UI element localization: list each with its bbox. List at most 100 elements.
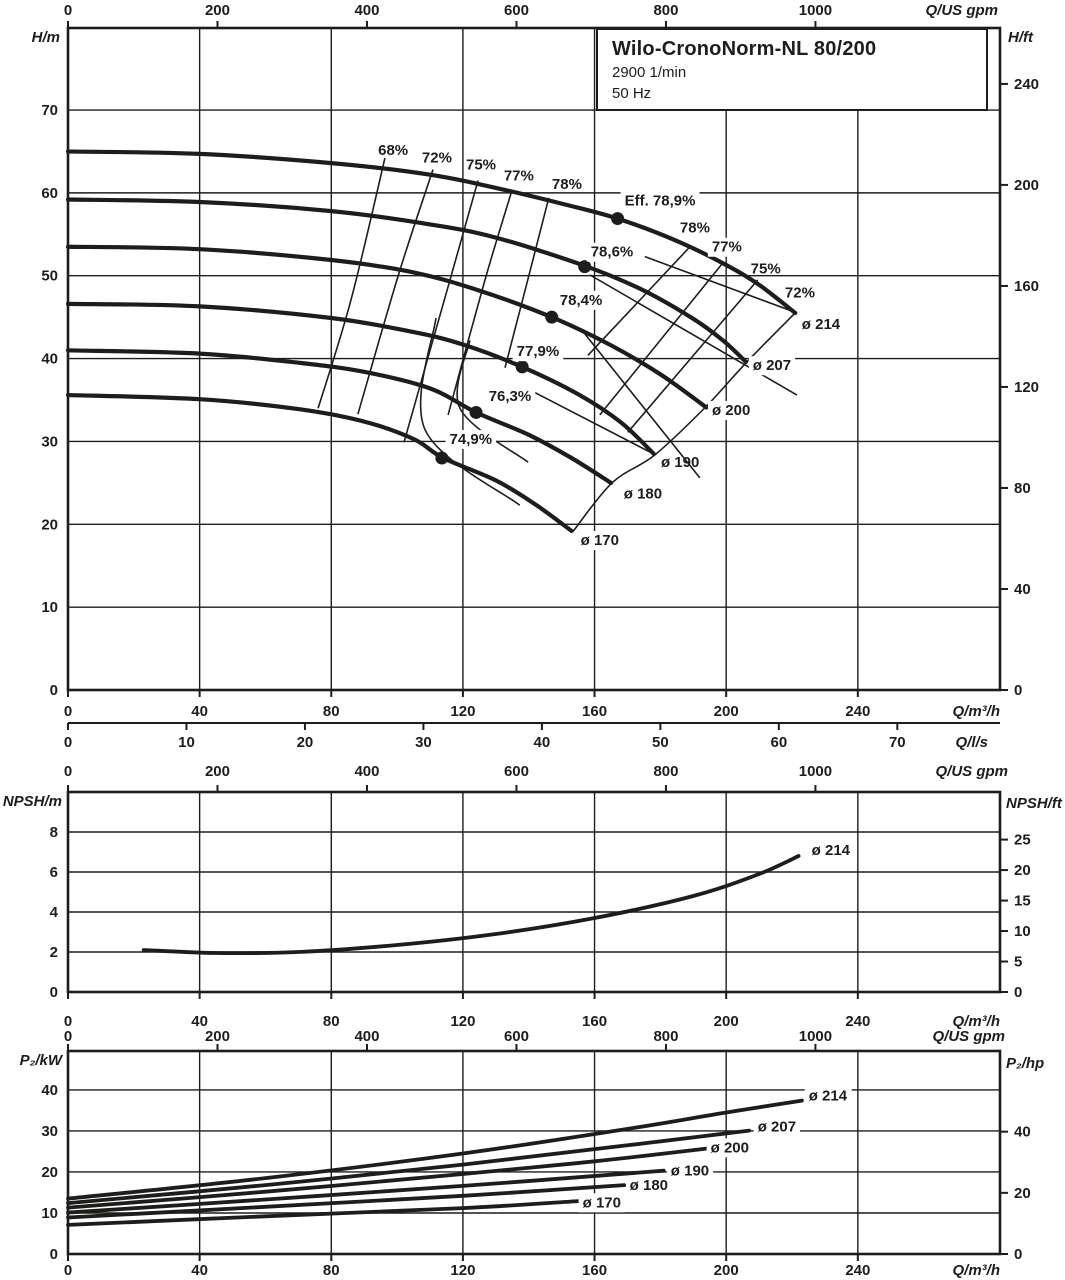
mesh-loop-2 <box>456 340 529 463</box>
tick-label-gpm: 200 <box>205 763 230 780</box>
tick-label-m3h: 160 <box>582 1262 607 1279</box>
tick-label-gpm: 600 <box>504 763 529 780</box>
label-bg <box>753 1117 801 1137</box>
tick-label-gpm: 400 <box>354 763 379 780</box>
eff-label: 68% <box>378 142 408 159</box>
tick-label-right: 200 <box>1014 177 1039 194</box>
tick-label-right: 0 <box>1014 984 1022 1001</box>
eff-label: 77% <box>504 167 534 184</box>
series-head_flow <box>65 149 798 533</box>
diameter-label: ø 170 <box>583 1194 621 1211</box>
tick-label-right: 10 <box>1014 923 1031 940</box>
diameter-label-group: ø 170 <box>576 531 623 551</box>
tick-label-gpm: 600 <box>504 2 529 19</box>
curve-ø214 <box>65 149 798 316</box>
eff-label-group: 77% <box>504 167 534 184</box>
tick-label-m3h: 200 <box>714 1013 739 1030</box>
tick-label-gpm: 600 <box>504 1028 529 1045</box>
tick-label-gpm: 800 <box>653 1028 678 1045</box>
tick-label-ls: 20 <box>297 734 314 751</box>
axis-title-m3h: Q/m³/h <box>953 1262 1001 1279</box>
tick-label-left: 4 <box>50 904 59 921</box>
tick-label-ls: 50 <box>652 734 669 751</box>
tick-label-left: 8 <box>50 824 58 841</box>
tick-label-m3h: 160 <box>582 703 607 720</box>
tick-label-gpm: 800 <box>653 763 678 780</box>
bep-dot <box>578 260 592 274</box>
eff-label: 75% <box>466 157 496 174</box>
grid-head_flow <box>66 26 1002 692</box>
diameter-label-group: ø 200 <box>707 400 755 420</box>
tick-label-left: 6 <box>50 864 58 881</box>
bep-label: 74,9% <box>450 431 493 448</box>
diameter-label-group: ø 180 <box>624 486 662 503</box>
label-bg <box>578 1193 625 1213</box>
pump-speed: 2900 1/min <box>612 64 687 81</box>
curve-ø190 <box>66 1168 666 1215</box>
tick-label-left: 0 <box>50 984 58 1001</box>
diameter-label: ø 200 <box>712 402 750 419</box>
label-bg <box>555 290 607 310</box>
eff-label: 77% <box>712 239 742 256</box>
bep-label: 77,9% <box>517 343 560 360</box>
tick-label-ls: 60 <box>771 734 788 751</box>
bep-label-group: 78,6% <box>586 242 638 262</box>
label-bg <box>666 1161 714 1181</box>
eff-75-right <box>627 279 759 433</box>
tick-label-m3h: 0 <box>64 1262 72 1279</box>
bep-dot <box>611 212 625 226</box>
best-efficiency-points: Eff. 78,9% 78,6% 78,4% 77,9% 76,3% 74,9% <box>435 191 700 465</box>
tick-label-right: 15 <box>1014 893 1031 910</box>
tick-label-left: 60 <box>41 185 58 202</box>
curve-ø200 <box>66 1146 709 1210</box>
diameter-label-group: ø 190 <box>666 1161 714 1181</box>
tick-label-ls: 0 <box>64 734 72 751</box>
diameter-label: ø 214 <box>812 842 851 859</box>
efficiency-percent-labels: 68% 72% 75%77% 78%78%77%75%72% <box>378 142 815 302</box>
curve-ø170 <box>65 392 574 533</box>
curve-ø200 <box>65 244 709 410</box>
tick-label-m3h: 40 <box>191 703 208 720</box>
tick-label-left: 0 <box>50 1246 58 1263</box>
tick-label-left: 0 <box>50 682 58 699</box>
label-bg <box>804 1086 852 1106</box>
tick-label-ls: 70 <box>889 734 906 751</box>
axis-title-left: P₂/kW <box>20 1052 64 1069</box>
tick-label-right: 5 <box>1014 954 1022 971</box>
diameter-label-group: ø 180 <box>630 1177 668 1194</box>
curve-ø170 <box>66 1199 580 1227</box>
mesh-diag-2 <box>589 274 798 396</box>
tick-label-m3h: 200 <box>714 1262 739 1279</box>
axis-title-left: NPSH/m <box>3 793 62 810</box>
eff-label-group: 72% <box>422 149 452 166</box>
series-power <box>66 1098 804 1227</box>
bep-dot <box>435 451 449 465</box>
eff-72-right <box>572 312 796 533</box>
eff-label: 75% <box>751 260 781 277</box>
diameter-label-group: ø 200 <box>706 1138 753 1158</box>
bep-label: 78,4% <box>560 292 603 309</box>
bep-dot <box>515 360 529 374</box>
tick-label-left: 30 <box>41 433 58 450</box>
tick-label-right: 20 <box>1014 862 1031 879</box>
tick-label-gpm: 400 <box>354 1028 379 1045</box>
tick-label-m3h: 120 <box>450 1013 475 1030</box>
axis-title-m3h: Q/m³/h <box>953 703 1001 720</box>
curve-ø190 <box>65 301 656 456</box>
diameter-label: ø 180 <box>630 1177 668 1194</box>
tick-label-left: 20 <box>41 1164 58 1181</box>
eff-label-group: 68% <box>378 142 408 159</box>
tick-label-m3h: 40 <box>191 1262 208 1279</box>
tick-label-m3h: 80 <box>323 703 340 720</box>
tick-label-gpm: 400 <box>354 2 379 19</box>
eff-72-left <box>357 169 434 415</box>
tick-label-right: 0 <box>1014 682 1022 699</box>
curve-ø207 <box>65 197 748 364</box>
eff-label: 78% <box>680 220 710 237</box>
label-bg <box>445 429 497 449</box>
tick-label-gpm: 0 <box>64 763 72 780</box>
